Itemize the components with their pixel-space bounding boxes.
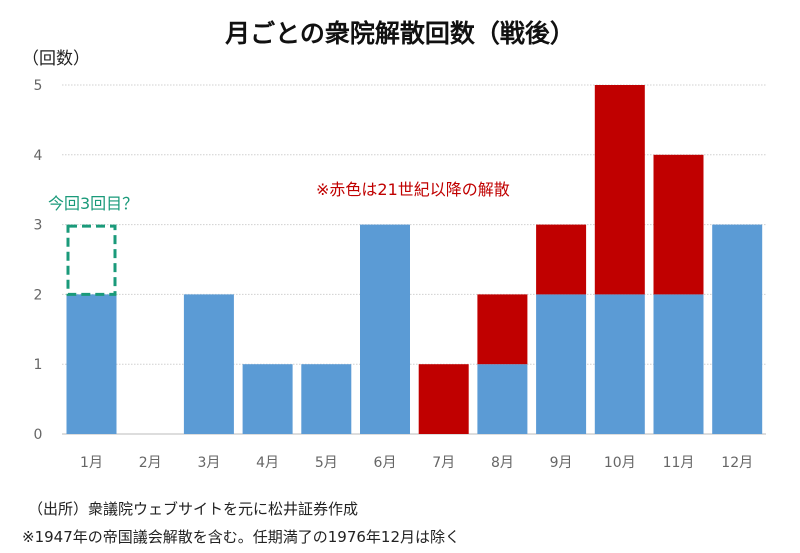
chart-title: 月ごとの衆院解散回数（戦後） — [225, 19, 575, 48]
bar-pre-2000 — [183, 294, 234, 434]
bar-21st-century — [418, 364, 469, 434]
x-tick-label: 2月 — [139, 455, 162, 471]
bar-pre-2000 — [536, 294, 587, 434]
bar-21st-century — [594, 85, 645, 295]
x-tick-label: 7月 — [432, 455, 455, 471]
bar-pre-2000 — [712, 224, 763, 434]
x-tick-label: 1月 — [80, 455, 103, 471]
bar-pre-2000 — [653, 294, 704, 434]
y-tick-label: 2 — [34, 287, 43, 303]
y-tick-label: 0 — [34, 427, 43, 443]
bar-21st-century — [536, 224, 587, 295]
footnote: ※1947年の帝国議会解散を含む。任期満了の1976年12月は除く — [22, 528, 461, 546]
x-tick-label: 9月 — [550, 455, 573, 471]
x-tick-label: 8月 — [491, 455, 514, 471]
bar-pre-2000 — [594, 294, 645, 434]
y-tick-label: 5 — [34, 78, 43, 94]
x-tick-label: 11月 — [663, 455, 695, 471]
y-tick-label: 3 — [34, 218, 43, 234]
bar-pre-2000 — [301, 364, 352, 434]
y-tick-label: 4 — [34, 148, 43, 164]
y-axis-label: （回数） — [22, 49, 90, 69]
x-tick-label: 6月 — [374, 455, 397, 471]
x-tick-label: 12月 — [721, 455, 753, 471]
bar-pre-2000 — [360, 224, 410, 434]
dashed-projection-box — [66, 224, 117, 296]
red-legend-note: ※赤色は21世紀以降の解散 — [316, 180, 510, 199]
bar-21st-century — [653, 154, 704, 295]
bar-21st-century — [477, 294, 528, 365]
bar-pre-2000 — [477, 364, 528, 434]
source-note: （出所）衆議院ウェブサイトを元に松井証券作成 — [28, 500, 359, 518]
dashed-box-annotation: 今回3回目？ — [48, 194, 139, 213]
x-tick-label: 5月 — [315, 455, 338, 471]
x-tick-label: 3月 — [197, 455, 220, 471]
x-tick-label: 10月 — [604, 455, 636, 471]
y-tick-label: 1 — [34, 357, 43, 373]
bar-pre-2000 — [242, 364, 293, 434]
x-tick-label: 4月 — [256, 455, 279, 471]
bar-pre-2000 — [66, 294, 117, 434]
